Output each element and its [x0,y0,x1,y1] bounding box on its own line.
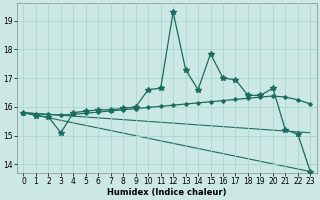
X-axis label: Humidex (Indice chaleur): Humidex (Indice chaleur) [107,188,227,197]
